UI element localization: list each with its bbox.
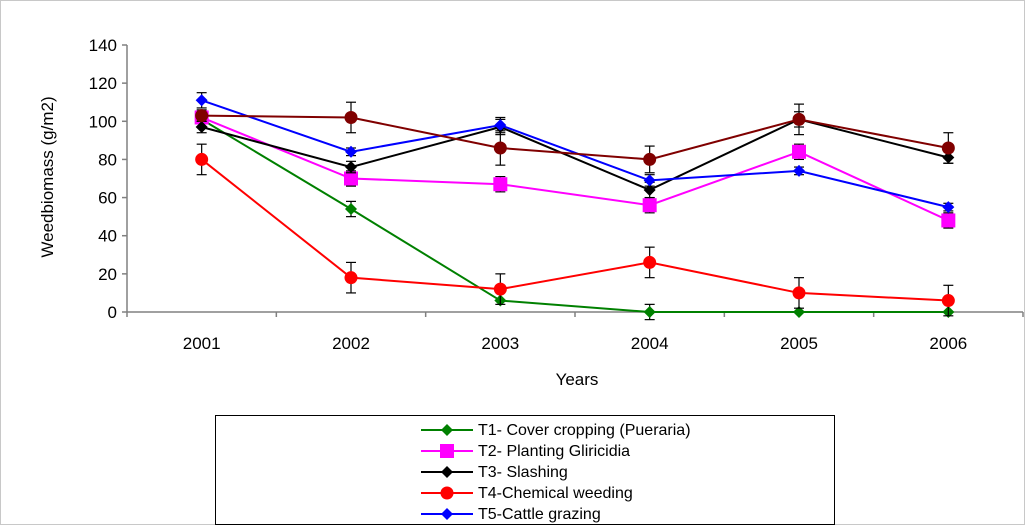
legend-item: T5-Cattle grazing bbox=[216, 504, 834, 525]
series-line bbox=[201, 116, 949, 222]
series-line bbox=[201, 158, 949, 302]
legend-swatch-marker bbox=[440, 444, 454, 458]
data-point bbox=[792, 144, 806, 159]
legend-swatch bbox=[421, 444, 473, 458]
y-tick-label: 140 bbox=[89, 36, 117, 55]
y-tick-label: 20 bbox=[98, 265, 117, 284]
data-point bbox=[941, 294, 955, 308]
y-tick-label: 60 bbox=[98, 189, 117, 208]
legend-label: T1- Cover cropping (Pueraria) bbox=[478, 422, 691, 439]
data-point bbox=[643, 152, 657, 166]
x-axis-ticks: 2001 2002 2003 2004 2005 2006 bbox=[126, 312, 1024, 353]
y-tick-label: 40 bbox=[98, 227, 117, 246]
x-tick-label: 2003 bbox=[481, 334, 519, 353]
data-point bbox=[344, 271, 358, 285]
legend-label: T4-Chemical weeding bbox=[478, 485, 633, 502]
legend-item: T3- Slashing bbox=[216, 462, 834, 483]
series-2 bbox=[194, 110, 956, 229]
y-tick-label: 100 bbox=[89, 112, 117, 131]
series-6 bbox=[195, 101, 955, 174]
data-point bbox=[493, 282, 507, 296]
data-point bbox=[195, 121, 208, 134]
series-line bbox=[201, 118, 949, 313]
legend-swatch bbox=[421, 424, 473, 436]
data-point bbox=[643, 306, 656, 318]
legend-swatch-marker bbox=[440, 486, 454, 500]
x-axis-title: Years bbox=[556, 370, 599, 389]
data-point bbox=[942, 201, 955, 214]
series-4 bbox=[195, 143, 955, 317]
legend-swatch bbox=[421, 466, 473, 478]
x-tick-label: 2001 bbox=[183, 334, 221, 353]
legend-item: T2- Planting Gliricidia bbox=[216, 441, 834, 462]
data-point bbox=[643, 255, 657, 269]
series-layer bbox=[194, 92, 956, 321]
y-tick-label: 80 bbox=[98, 150, 117, 169]
x-tick-label: 2002 bbox=[332, 334, 370, 353]
data-point bbox=[345, 145, 357, 158]
y-axis-ticks: 0 20 40 60 80 100 120 140 bbox=[89, 36, 127, 322]
series-1 bbox=[195, 113, 955, 321]
y-axis-title: Weedbiomass (g/m2) bbox=[38, 96, 57, 257]
data-point bbox=[643, 174, 656, 187]
data-point bbox=[195, 109, 209, 123]
legend-swatch bbox=[421, 508, 473, 520]
legend-label: T3- Slashing bbox=[478, 464, 568, 481]
data-point bbox=[941, 141, 955, 155]
axes bbox=[126, 45, 1023, 313]
data-point bbox=[344, 171, 358, 186]
data-point bbox=[344, 110, 358, 124]
data-point bbox=[493, 141, 507, 155]
data-point bbox=[642, 198, 657, 213]
x-tick-label: 2004 bbox=[631, 334, 669, 353]
data-point bbox=[793, 306, 805, 318]
x-tick-label: 2006 bbox=[929, 334, 967, 353]
data-point bbox=[494, 119, 507, 132]
legend-item: T4-Chemical weeding bbox=[216, 483, 834, 504]
legend-swatch bbox=[421, 486, 473, 500]
series-line bbox=[201, 118, 949, 192]
y-tick-label: 0 bbox=[108, 303, 117, 322]
series-line bbox=[201, 114, 949, 161]
legend-label: T5-Cattle grazing bbox=[478, 506, 601, 523]
legend: T1- Cover cropping (Pueraria) T2- Plantin… bbox=[215, 415, 835, 525]
data-point bbox=[941, 213, 956, 228]
data-point bbox=[643, 183, 656, 196]
data-point bbox=[195, 152, 209, 166]
data-point bbox=[345, 161, 357, 174]
data-point bbox=[493, 177, 508, 192]
data-point bbox=[792, 112, 806, 126]
data-point bbox=[195, 94, 208, 107]
legend-swatch-marker bbox=[441, 424, 453, 436]
legend-label: T2- Planting Gliricidia bbox=[478, 443, 631, 460]
legend-swatch-marker bbox=[441, 466, 453, 478]
data-point bbox=[792, 286, 806, 300]
legend-item: T1- Cover cropping (Pueraria) bbox=[216, 420, 834, 441]
data-point bbox=[345, 203, 357, 216]
data-point bbox=[793, 164, 805, 177]
legend-swatch-marker bbox=[441, 508, 453, 520]
y-tick-label: 120 bbox=[89, 74, 117, 93]
x-tick-label: 2005 bbox=[780, 334, 818, 353]
